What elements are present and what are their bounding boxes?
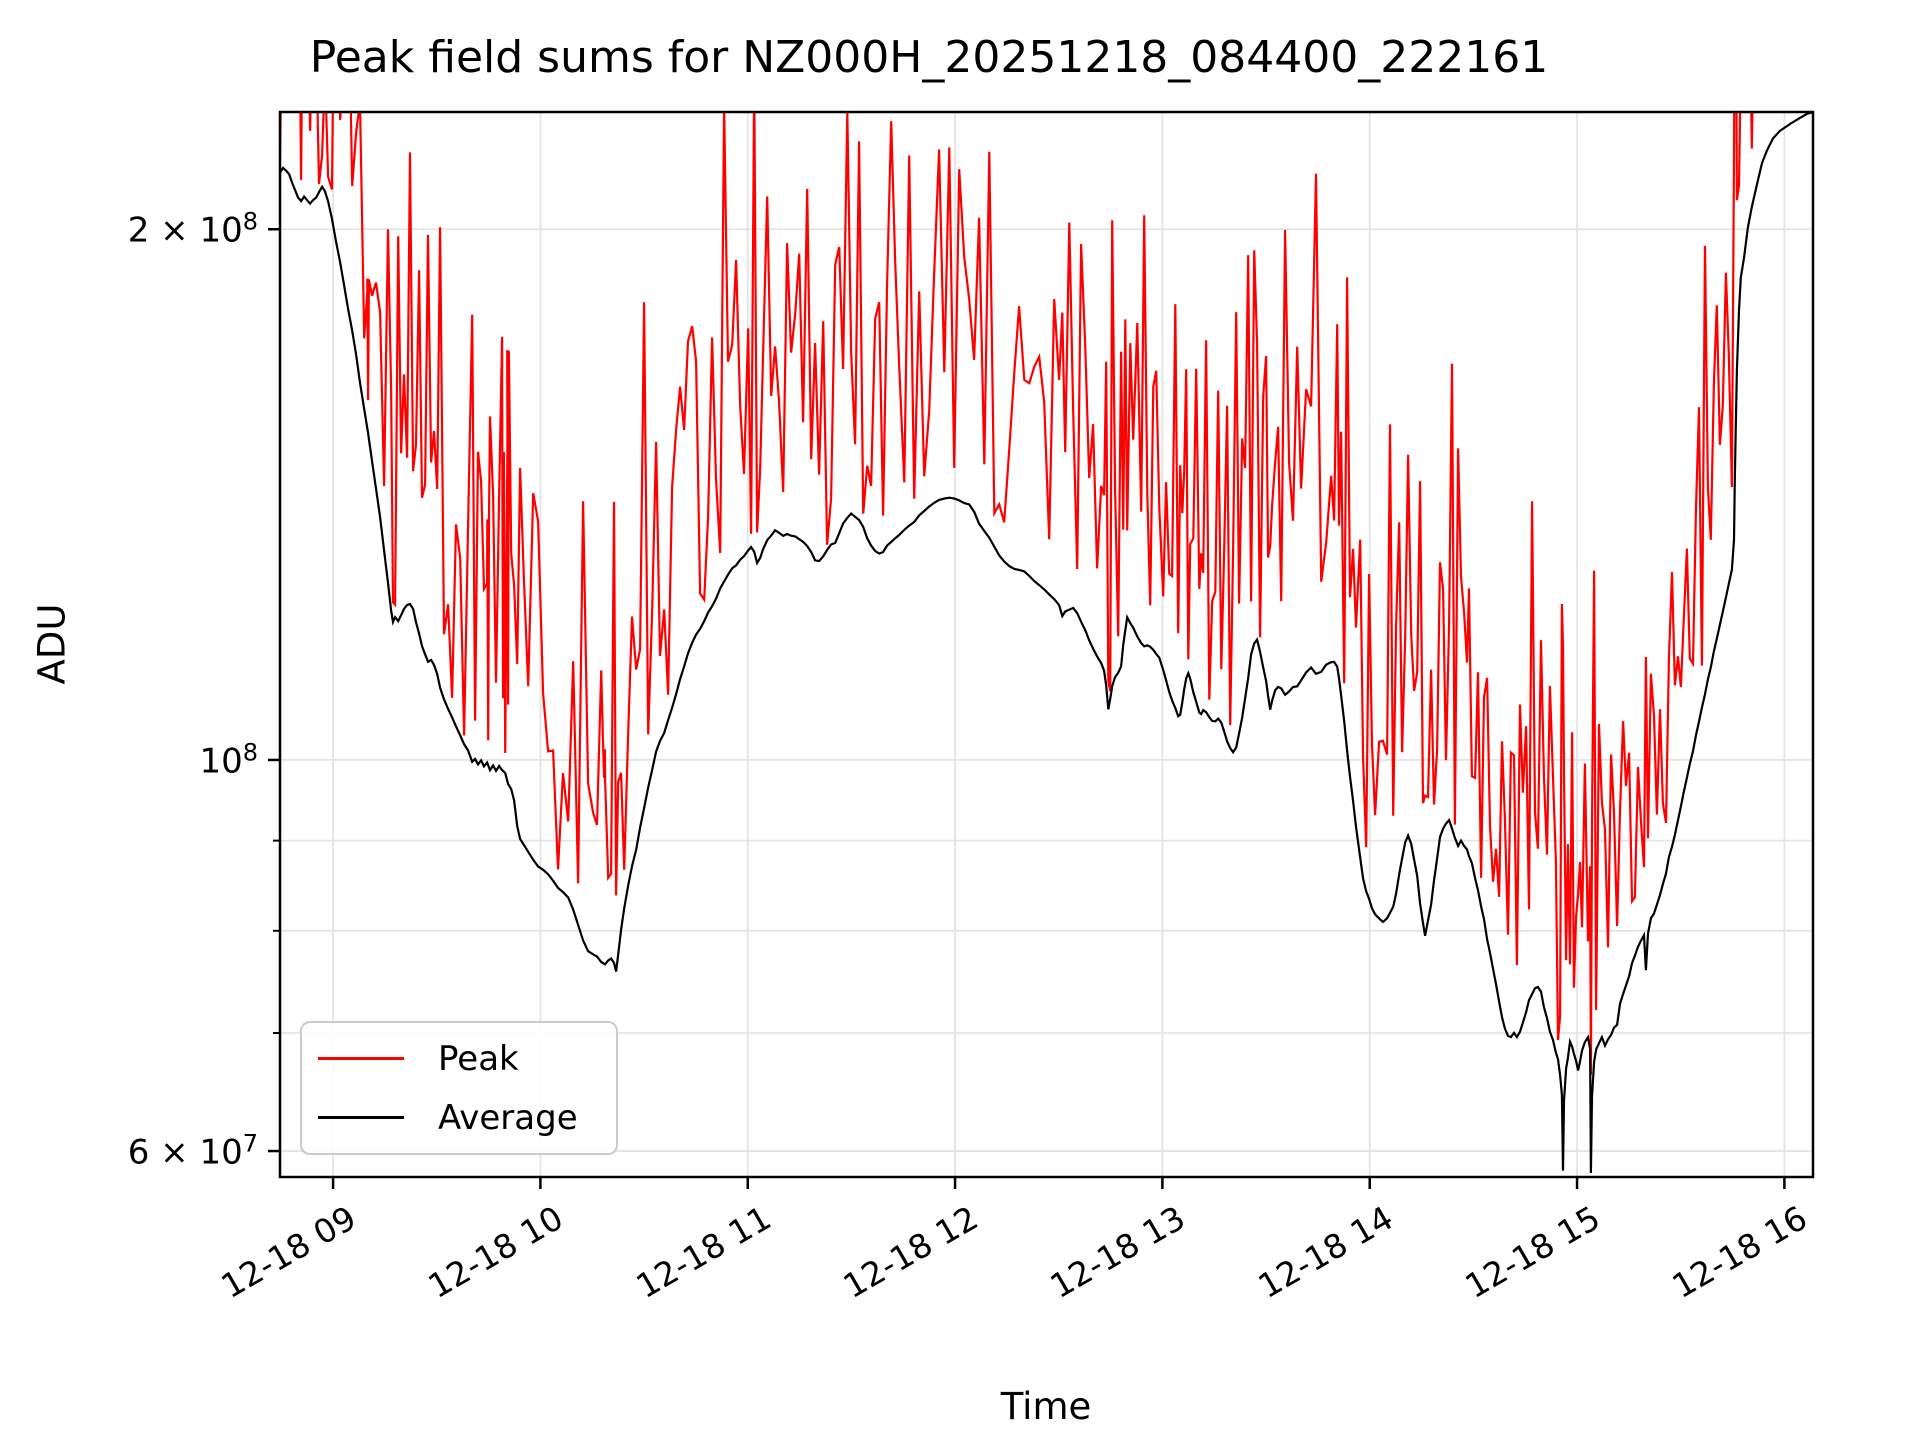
y-tick-label-2e8: 2 × 108 — [127, 207, 258, 251]
x-axis-label: Time — [1000, 1385, 1092, 1428]
legend-item-peak: Peak — [302, 1039, 616, 1079]
legend-label-average: Average — [438, 1097, 578, 1138]
legend-box: Peak Average — [300, 1021, 618, 1155]
y-axis-label: ADU — [30, 603, 74, 685]
average-series-line — [280, 112, 1813, 1174]
chart-title: Peak field sums for NZ000H_20251218_0844… — [309, 32, 1549, 83]
peak-line-swatch — [318, 1057, 404, 1060]
legend-label-peak: Peak — [438, 1038, 519, 1079]
peak-series-line — [280, 112, 1754, 1075]
plot-border — [278, 110, 1815, 1179]
y-tick-label-1e8: 108 — [199, 738, 258, 782]
average-line-swatch — [318, 1116, 404, 1119]
grid-lines — [280, 112, 1813, 1177]
legend-item-average: Average — [302, 1098, 616, 1138]
y-tick-label-6e7: 6 × 107 — [127, 1129, 258, 1173]
